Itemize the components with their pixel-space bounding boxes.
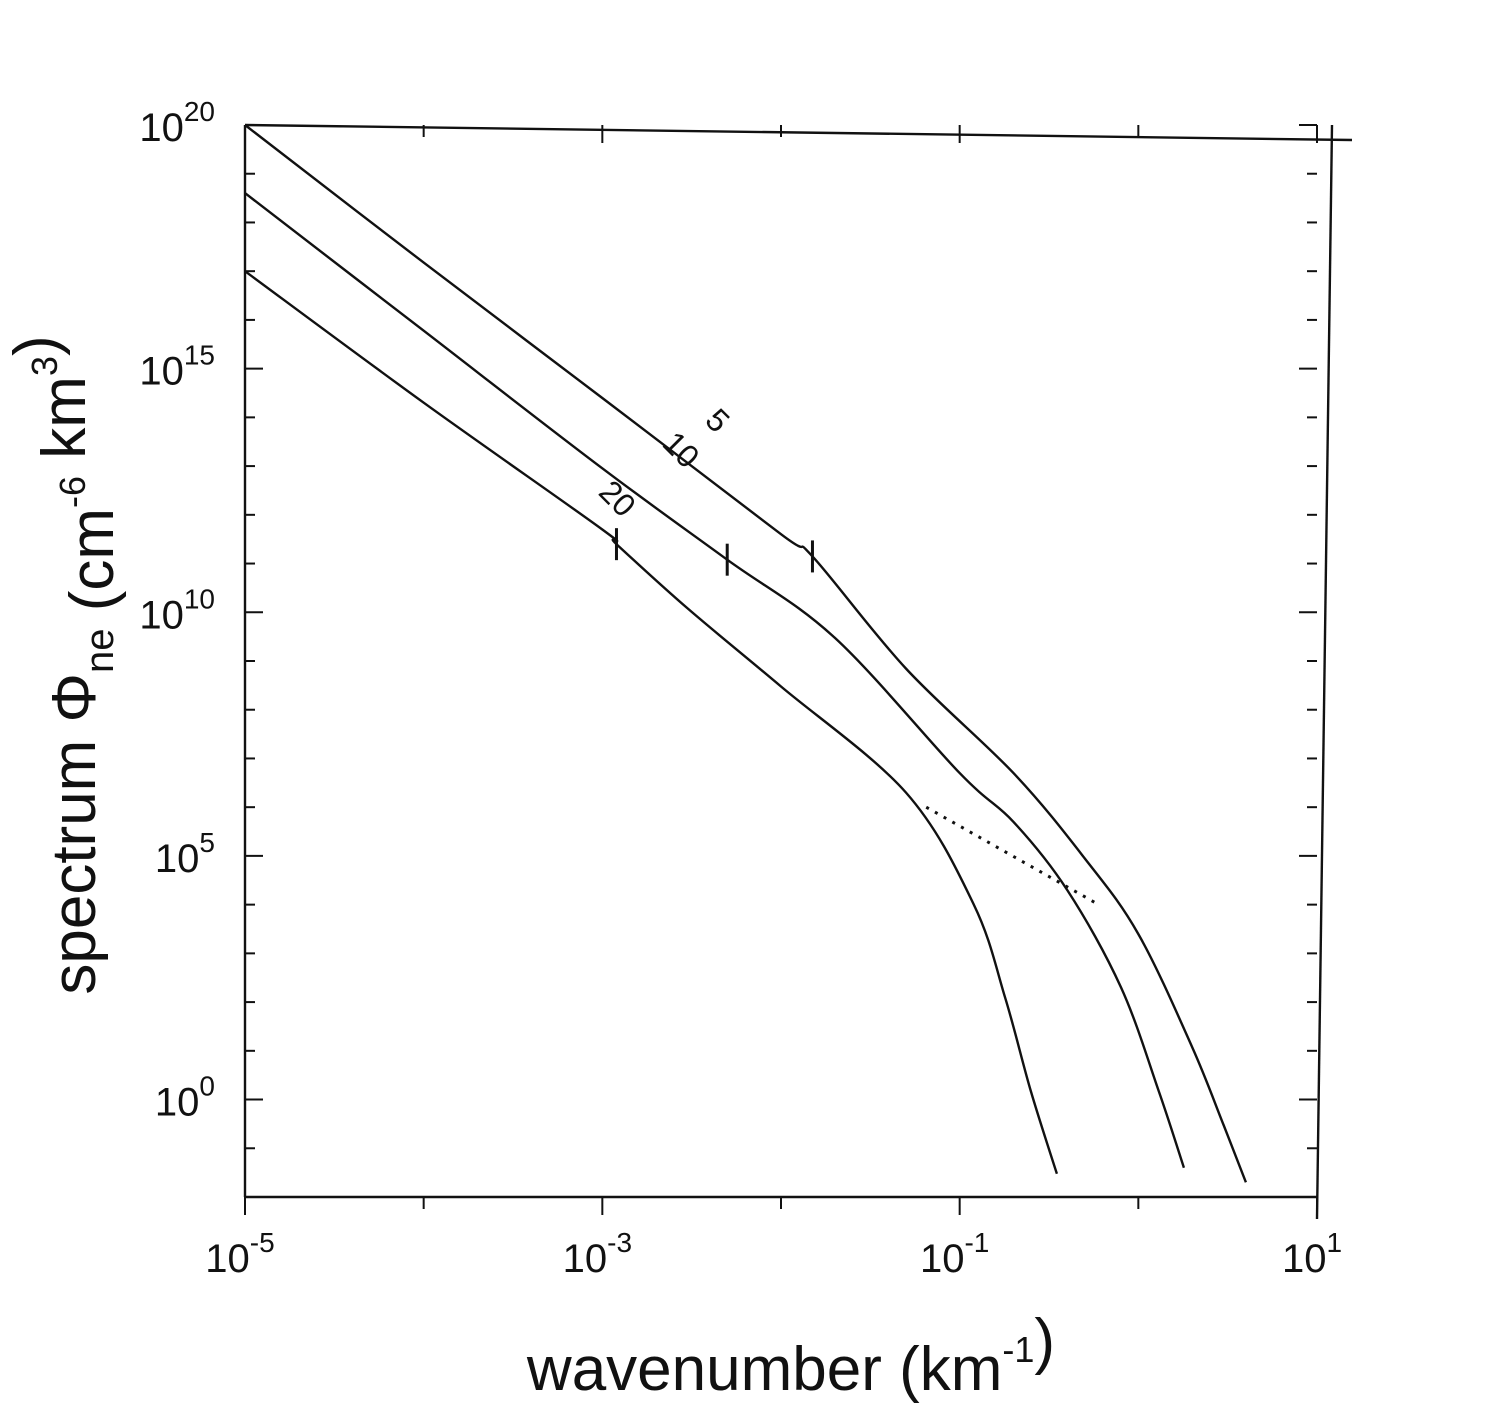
y-tick-label: 1020 [139,96,215,150]
y-tick-label: 100 [155,1071,215,1125]
series-10-line [244,192,1186,1169]
curve-label: 20 [592,473,643,524]
curve-label: 5 [699,401,737,439]
curve-annotations: 510 20 [592,401,1100,906]
x-tick-label: 10-5 [205,1227,274,1281]
x-tick-labels: 10-5 10-3 10-1 101 [205,1227,1342,1281]
axis-titles: wavenumber (km-1) spectrum Φne (cm-6 km3) [2,335,1055,1404]
y-tick-label: 105 [155,827,215,881]
curve-label: 10 [656,424,707,475]
plot-frame [243,123,1353,1220]
x-tick-label: 10-1 [920,1227,989,1281]
y-axis-title: spectrum Φne (cm-6 km3) [2,335,127,994]
y-tick-label: 1015 [139,340,215,394]
right-axis-line [1315,124,1334,1220]
series-curves [244,124,1248,1183]
series-20-line [244,270,1059,1175]
x-axis-title: wavenumber (km-1) [526,1307,1055,1404]
y-tick-labels: 100 105 1010 1015 1020 [139,96,215,1125]
x-tick-label: 10-3 [563,1227,632,1281]
x-tick-label: 101 [1282,1227,1342,1281]
series-5-line [244,124,1248,1183]
y-tick-label: 1010 [139,583,215,637]
axis-ticks [244,124,1318,1215]
top-axis-line [244,123,1353,142]
